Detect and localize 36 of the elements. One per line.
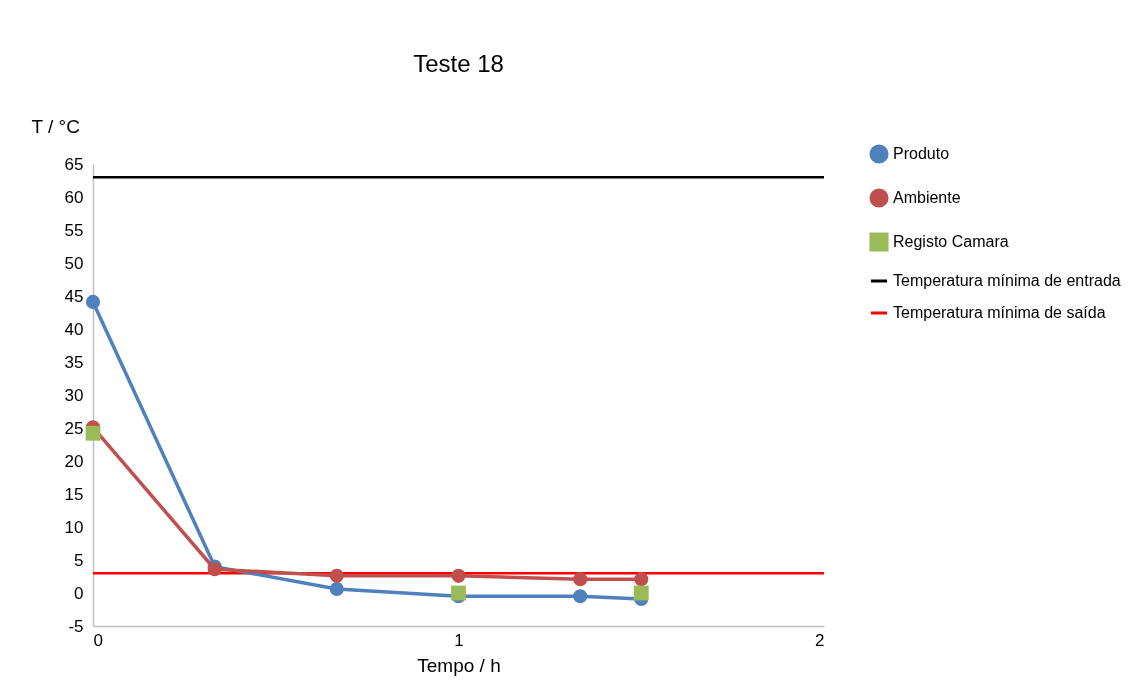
point bbox=[329, 568, 344, 583]
point bbox=[451, 568, 466, 583]
y-tick-label: 60 bbox=[64, 187, 84, 207]
point bbox=[573, 572, 588, 587]
y-tick-label: 0 bbox=[74, 583, 84, 603]
y-tick-label: 30 bbox=[64, 385, 84, 405]
x-tick-label: 1 bbox=[454, 630, 464, 650]
y-tick-label: 50 bbox=[64, 253, 84, 273]
y-tick-label: 40 bbox=[64, 319, 84, 339]
chart-title: Teste 18 bbox=[413, 50, 504, 77]
y-tick-label: 55 bbox=[64, 220, 84, 240]
y-tick-label: -5 bbox=[68, 616, 84, 636]
legend-label: Produto bbox=[893, 145, 950, 162]
y-tick-label: 65 bbox=[64, 154, 84, 174]
point bbox=[451, 585, 466, 601]
y-tick-label: 15 bbox=[64, 484, 84, 504]
legend-label: Ambiente bbox=[893, 189, 961, 206]
x-tick-label: 2 bbox=[815, 630, 825, 650]
point bbox=[633, 585, 649, 601]
x-tick-label: 0 bbox=[93, 630, 103, 650]
y-axis-title: T / °C bbox=[31, 115, 80, 137]
point bbox=[85, 425, 101, 441]
y-tick-label: 35 bbox=[64, 352, 84, 372]
y-tick-label: 10 bbox=[64, 517, 84, 537]
point bbox=[85, 294, 101, 309]
point bbox=[634, 572, 649, 587]
point bbox=[573, 589, 588, 604]
y-tick-label: 5 bbox=[74, 550, 84, 570]
x-axis-title: Tempo / h bbox=[417, 654, 501, 676]
point bbox=[329, 581, 344, 597]
y-tick-label: 25 bbox=[64, 418, 84, 438]
legend-label: Registo Camara bbox=[893, 233, 1009, 250]
y-tick-label: 45 bbox=[64, 286, 84, 306]
y-tick-label: 20 bbox=[64, 451, 84, 471]
legend-label: Temperatura mínima de entrada bbox=[893, 272, 1121, 289]
legend-label: Temperatura mínima de saída bbox=[893, 304, 1106, 321]
